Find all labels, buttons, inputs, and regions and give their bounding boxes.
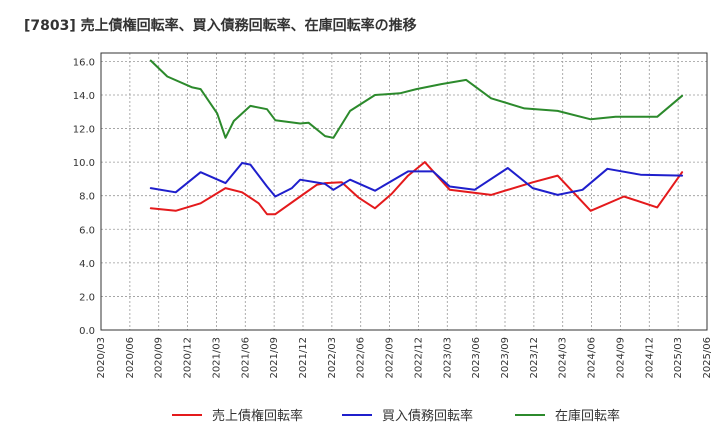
plot-area xyxy=(101,53,707,330)
x-tick-label: 2023/06 xyxy=(471,337,482,379)
x-tick-label: 2023/03 xyxy=(442,337,453,379)
series-line xyxy=(149,59,684,139)
x-tick-label: 2025/03 xyxy=(673,337,684,379)
y-tick-label: 0.0 xyxy=(79,326,95,337)
x-tick-label: 2021/03 xyxy=(211,337,222,379)
x-tick-label: 2022/03 xyxy=(327,337,338,379)
y-tick-label: 10.0 xyxy=(73,158,95,169)
x-tick-label: 2020/06 xyxy=(125,337,136,379)
y-tick-label: 12.0 xyxy=(73,125,95,136)
x-tick-label: 2024/12 xyxy=(644,337,655,379)
x-tick-label: 2021/09 xyxy=(269,337,280,379)
y-tick-label: 6.0 xyxy=(79,225,95,236)
x-tick-label: 2024/09 xyxy=(615,337,626,379)
legend-label: 売上債権回転率 xyxy=(212,408,303,424)
y-tick-label: 4.0 xyxy=(79,259,95,270)
x-tick-label: 2021/06 xyxy=(240,337,251,379)
plot-border xyxy=(100,52,708,331)
x-tick-label: 2023/12 xyxy=(529,337,540,379)
y-tick-label: 2.0 xyxy=(79,292,95,303)
x-tick-label: 2022/06 xyxy=(356,337,367,379)
series-line xyxy=(149,162,684,198)
x-tick-label: 2022/12 xyxy=(413,337,424,379)
y-tick-label: 8.0 xyxy=(79,192,95,203)
x-tick-label: 2024/03 xyxy=(558,337,569,379)
x-tick-label: 2020/12 xyxy=(183,337,194,379)
x-tick-label: 2024/06 xyxy=(587,337,598,379)
legend-label: 買入債務回転率 xyxy=(382,408,473,424)
y-tick-label: 14.0 xyxy=(73,91,95,102)
x-tick-label: 2020/09 xyxy=(154,337,165,379)
series-line xyxy=(149,161,684,216)
chart-title: [7803] 売上債権回転率、買入債務回転率、在庫回転率の推移 xyxy=(24,17,417,34)
x-tick-label: 2020/03 xyxy=(96,337,107,379)
y-tick-label: 16.0 xyxy=(73,57,95,68)
legend-label: 在庫回転率 xyxy=(555,408,620,424)
x-tick-label: 2023/09 xyxy=(500,337,511,379)
x-tick-label: 2022/09 xyxy=(385,337,396,379)
x-tick-label: 2025/06 xyxy=(702,337,713,379)
x-tick-label: 2021/12 xyxy=(298,337,309,379)
